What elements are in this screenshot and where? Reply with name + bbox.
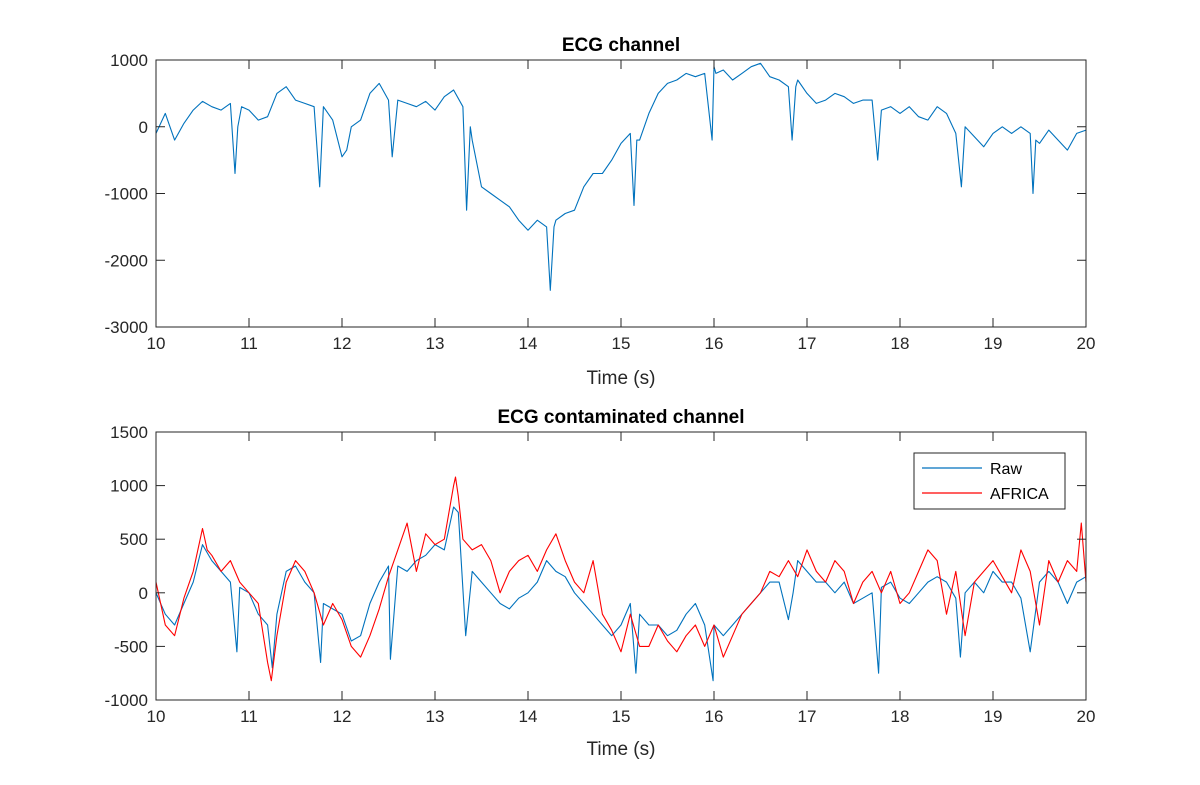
bottom-x-axis-label: Time (s) [587,739,656,760]
bottom-chart-title: ECG contaminated channel [497,407,744,428]
bottom-y-tick-label: -1000 [105,691,148,710]
top-y-tick-label: -3000 [105,318,148,337]
bottom-series-group [155,476,1087,682]
top-x-tick-label: 20 [1077,334,1096,353]
top-x-tick-label: 12 [333,334,352,353]
top-series-group [155,62,1087,291]
legend-label-africa: AFRICA [990,486,1049,503]
top-x-tick-label: 11 [240,334,258,353]
top-x-tick-label: 19 [984,334,1003,353]
bottom-y-tick-label: 1000 [110,477,148,496]
bottom-x-tick-label: 19 [984,707,1003,726]
legend: Raw AFRICA [913,452,1066,510]
bottom-x-tick-label: 16 [705,707,724,726]
top-series-line-0 [155,62,1087,291]
legend-box [913,452,1066,510]
bottom-x-tick-label: 12 [333,707,352,726]
bottom-x-tick-label: 11 [240,707,258,726]
bottom-series-line-raw [155,506,1087,682]
top-axes: 10 11 12 13 14 15 16 17 18 19 20 1000 0 -1000 -2000 -3… [105,35,1096,389]
top-x-tick-label: 10 [147,334,166,353]
bottom-x-tick-label: 14 [519,707,538,726]
top-y-tick-label: -2000 [105,251,148,270]
bottom-x-ticks: 10 11 12 13 14 15 16 17 18 19 20 [147,432,1096,726]
bottom-x-tick-label: 15 [612,707,631,726]
top-x-tick-label: 13 [426,334,445,353]
bottom-x-tick-label: 10 [147,707,166,726]
bottom-axes: 10 11 12 13 14 15 16 17 18 19 20 1500 1000 500 0 -500 -… [105,407,1096,760]
top-y-tick-label: 0 [139,118,148,137]
legend-label-raw: Raw [990,461,1022,478]
bottom-y-tick-label: 500 [120,530,148,549]
bottom-series-line-africa [155,476,1087,682]
bottom-x-tick-label: 20 [1077,707,1096,726]
top-x-axis-label: Time (s) [587,368,656,389]
top-x-ticks: 10 11 12 13 14 15 16 17 18 19 20 [147,60,1096,353]
top-x-tick-label: 14 [519,334,538,353]
top-x-tick-label: 18 [891,334,910,353]
top-x-tick-label: 16 [705,334,724,353]
bottom-y-ticks: 1500 1000 500 0 -500 -1000 [105,423,1086,710]
top-x-tick-label: 15 [612,334,631,353]
bottom-y-tick-label: 1500 [110,423,148,442]
bottom-x-tick-label: 13 [426,707,445,726]
top-chart-title: ECG channel [562,35,680,56]
bottom-x-tick-label: 18 [891,707,910,726]
bottom-y-tick-label: 0 [139,584,148,603]
bottom-y-tick-label: -500 [114,637,148,656]
top-plot-area [156,60,1086,327]
top-y-tick-label: 1000 [110,51,148,70]
bottom-x-tick-label: 17 [798,707,817,726]
top-x-tick-label: 17 [798,334,817,353]
top-y-ticks: 1000 0 -1000 -2000 -3000 [105,51,1086,337]
top-y-tick-label: -1000 [105,185,148,204]
